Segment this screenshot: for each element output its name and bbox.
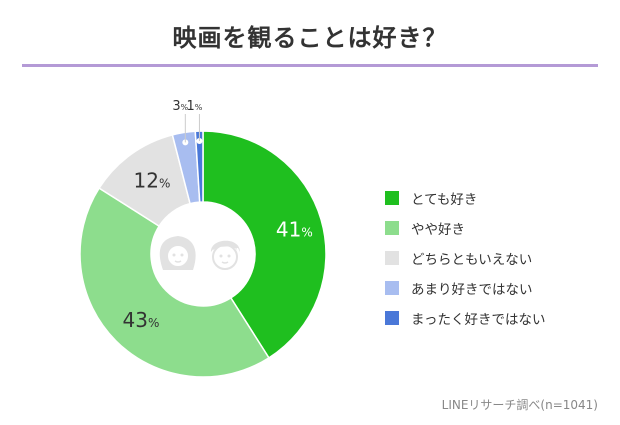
legend-item-3: あまり好きではない: [385, 273, 545, 303]
legend-swatch-3: [385, 281, 399, 295]
legend-swatch-2: [385, 251, 399, 265]
legend-item-1: やや好き: [385, 213, 545, 243]
slice-label-2: 12%: [133, 169, 170, 193]
legend-swatch-1: [385, 221, 399, 235]
legend-swatch-4: [385, 311, 399, 325]
couple-faces-icon: [151, 202, 255, 306]
chart-title: 映画を観ることは好き？: [172, 24, 448, 52]
legend-label-1: やや好き: [411, 222, 465, 238]
slice-label-4: 1%: [187, 99, 203, 114]
legend-label-4: まったく好きではない: [411, 312, 546, 328]
legend: とても好きやや好きどちらともいえない あまり好きではない まったく好きではない: [385, 183, 545, 333]
slice-label-1: 43%: [123, 308, 160, 332]
title-divider: [22, 64, 598, 67]
legend-label-3: あまり好きではない: [411, 282, 533, 298]
legend-label-0: とても好き: [411, 192, 478, 208]
legend-swatch-0: [385, 191, 399, 205]
slice-label-0: 41%: [276, 217, 313, 241]
legend-item-0: とても好き: [385, 183, 545, 213]
legend-item-2: どちらともいえない: [385, 243, 545, 273]
legend-label-2: どちらともいえない: [411, 252, 533, 268]
legend-item-4: まったく好きではない: [385, 303, 545, 333]
slice-label-3: 3%: [172, 99, 188, 114]
source-note: LINEリサーチ調べ(n=1041): [441, 398, 598, 412]
